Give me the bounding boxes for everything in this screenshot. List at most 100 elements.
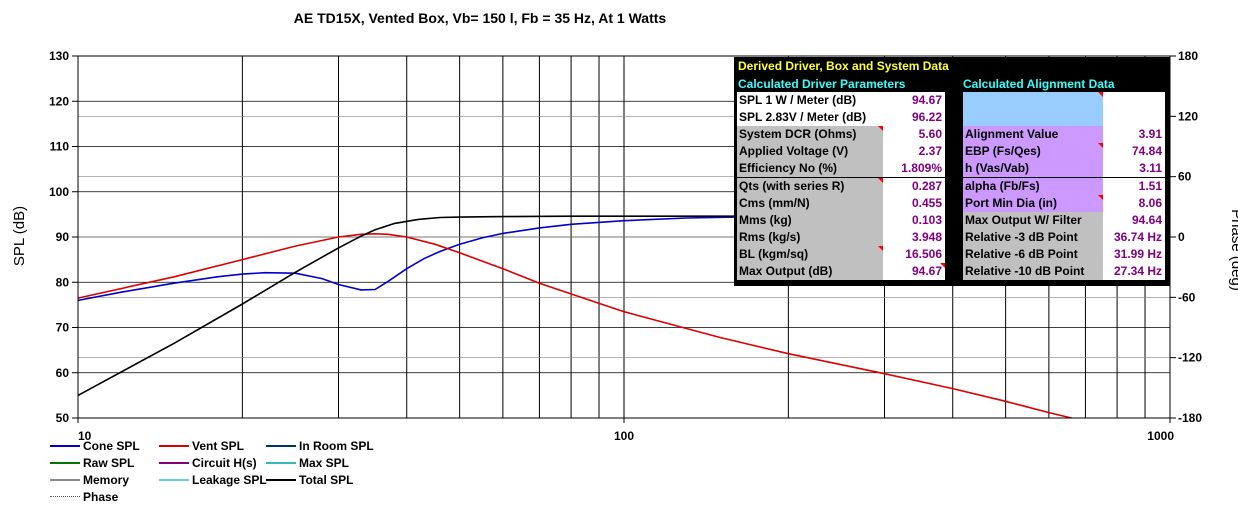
- legend-label: Vent SPL: [192, 439, 245, 453]
- driver-param-label: Mms (kg): [737, 211, 883, 229]
- driver-param-value: 1.809%: [883, 160, 945, 178]
- driver-param-value: 16.506: [883, 245, 945, 263]
- legend-label: Total SPL: [299, 473, 354, 487]
- legend-label: Circuit H(s): [192, 456, 257, 470]
- alignment-label: Alignment Value: [963, 126, 1103, 144]
- legend-item: In Room SPL: [266, 439, 374, 453]
- series-vent-spl: [77, 232, 1072, 419]
- y-axis-ticks: 50 60 70 80 90 100 110 120 130: [49, 49, 78, 425]
- alignment-value: 8.06: [1103, 194, 1165, 212]
- legend-label: Max SPL: [299, 456, 350, 470]
- legend-item: Cone SPL: [50, 439, 140, 453]
- legend-item: Raw SPL: [50, 456, 134, 470]
- alignment-label: Relative -10 dB Point: [963, 263, 1103, 281]
- y2-axis-ticks: -180 -120 -60 0 60 120 180: [1170, 49, 1202, 425]
- y2-tick-label: -120: [1178, 351, 1202, 365]
- driver-params-title: Calculated Driver Parameters: [738, 77, 906, 91]
- driver-param-label: Qts (with series R): [737, 177, 883, 195]
- y-tick-label: 90: [56, 230, 70, 244]
- x-tick-label: 10: [78, 429, 92, 443]
- legend-swatch: [266, 461, 296, 464]
- driver-param-value: 0.455: [883, 194, 945, 212]
- driver-param-label: BL (kgm/sq): [737, 245, 883, 263]
- driver-param-label: SPL 2.83V / Meter (dB): [737, 109, 883, 127]
- legend-label: Leakage SPL: [192, 473, 267, 487]
- driver-param-value: 2.37: [883, 143, 945, 161]
- legend-swatch: [159, 461, 189, 464]
- alignment-value: 3.11: [1103, 160, 1165, 178]
- legend-swatch: [266, 444, 296, 447]
- y2-tick-label: -180: [1178, 411, 1202, 425]
- legend-label: Raw SPL: [83, 456, 135, 470]
- series-cone-spl: [77, 215, 770, 302]
- y-tick-label: 50: [56, 411, 70, 425]
- legend-label: Phase: [83, 490, 119, 504]
- alignment-value: 27.34 Hz: [1103, 263, 1165, 281]
- legend-swatch: [50, 444, 80, 447]
- y2-axis-label: Phase (deg): [1228, 209, 1238, 291]
- alignment-empty-cell: [963, 92, 1103, 127]
- alignment-label: Max Output W/ Filter: [963, 211, 1103, 229]
- alignment-label: Port Min Dia (in): [963, 194, 1103, 212]
- y2-tick-label: -60: [1178, 290, 1196, 304]
- y-tick-label: 70: [56, 321, 70, 335]
- alignment-value: 3.91: [1103, 126, 1165, 144]
- driver-param-label: Cms (mm/N): [737, 194, 883, 212]
- alignment-value: 74.84: [1103, 143, 1165, 161]
- legend-swatch: [266, 478, 296, 481]
- alignment-value: 1.51: [1103, 177, 1165, 195]
- y2-tick-label: 60: [1178, 170, 1192, 184]
- legend-item: Max SPL: [266, 456, 349, 470]
- legend-item: Total SPL: [266, 473, 353, 487]
- legend-label: Memory: [83, 473, 130, 487]
- y2-tick-label: 0: [1178, 230, 1185, 244]
- x-tick-label: 1000: [1147, 429, 1174, 443]
- alignment-value: 31.99 Hz: [1103, 245, 1165, 263]
- legend-label: In Room SPL: [299, 439, 374, 453]
- driver-param-value: 94.67: [883, 92, 945, 110]
- series-total-spl: [77, 215, 770, 397]
- driver-param-label: Rms (kg/s): [737, 228, 883, 246]
- legend-swatch: [50, 496, 80, 498]
- y-tick-label: 60: [56, 366, 70, 380]
- y2-tick-label: 180: [1178, 49, 1198, 63]
- legend-swatch: [159, 478, 189, 481]
- driver-param-value: 0.287: [883, 177, 945, 195]
- chart-title: AE TD15X, Vented Box, Vb= 150 l, Fb = 35…: [293, 10, 667, 26]
- derived-data-panel: Derived Driver, Box and System Data Calc…: [734, 57, 1170, 286]
- legend-item: Memory: [50, 473, 129, 487]
- y-tick-label: 80: [56, 275, 70, 289]
- y-tick-label: 120: [49, 94, 69, 108]
- curves: [77, 215, 1072, 419]
- alignment-empty-value: [1103, 92, 1165, 127]
- legend-swatch: [50, 461, 80, 464]
- driver-param-label: Efficiency No (%): [737, 160, 883, 178]
- legend-item: Vent SPL: [159, 439, 244, 453]
- x-axis-ticks: 10 100 1000: [77, 418, 1174, 443]
- driver-param-label: SPL 1 W / Meter (dB): [737, 92, 883, 110]
- legend-swatch: [50, 478, 80, 481]
- legend-swatch: [159, 444, 189, 447]
- alignment-label: h (Vas/Vab): [963, 160, 1103, 178]
- alignment-label: Relative -3 dB Point: [963, 228, 1103, 246]
- y-axis-label: SPL (dB): [11, 206, 28, 266]
- alignment-data-title: Calculated Alignment Data: [963, 77, 1115, 91]
- y-tick-label: 130: [49, 49, 69, 63]
- legend-item: Circuit H(s): [159, 456, 257, 470]
- driver-param-value: 94.67: [883, 263, 945, 281]
- legend-label: Cone SPL: [83, 439, 140, 453]
- alignment-value: 94.64: [1103, 211, 1165, 229]
- driver-param-label: Applied Voltage (V): [737, 143, 883, 161]
- x-tick-label: 100: [614, 429, 634, 443]
- legend-item: Leakage SPL: [159, 473, 267, 487]
- driver-param-value: 96.22: [883, 109, 945, 127]
- y-tick-label: 110: [50, 140, 70, 154]
- driver-param-value: 0.103: [883, 211, 945, 229]
- driver-param-label: System DCR (Ohms): [737, 126, 883, 144]
- panel-header: Derived Driver, Box and System Data: [738, 59, 949, 73]
- alignment-value: 36.74 Hz: [1103, 228, 1165, 246]
- y-tick-label: 100: [49, 185, 69, 199]
- driver-param-value: 5.60: [883, 126, 945, 144]
- legend-item: Phase: [50, 490, 118, 504]
- alignment-label: EBP (Fs/Qes): [963, 143, 1103, 161]
